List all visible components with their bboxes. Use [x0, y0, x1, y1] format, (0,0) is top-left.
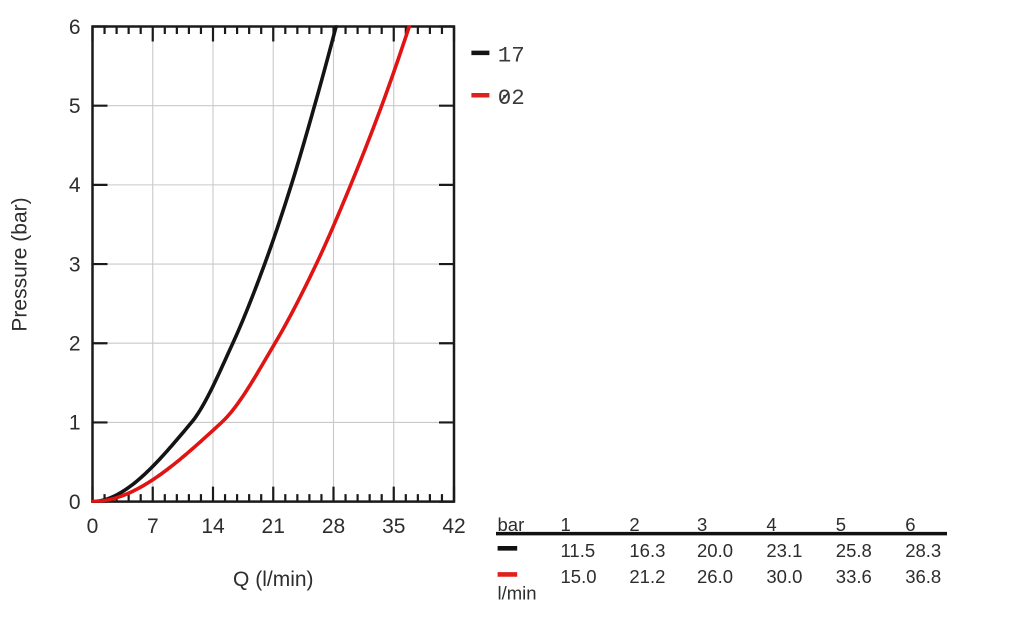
svg-text:15.0: 15.0 — [561, 566, 597, 587]
svg-text:5: 5 — [836, 514, 846, 535]
svg-text:6: 6 — [69, 16, 81, 39]
svg-text:28.3: 28.3 — [905, 540, 941, 561]
svg-text:4: 4 — [766, 514, 776, 535]
svg-text:23.1: 23.1 — [766, 540, 802, 561]
svg-text:Pressure (bar): Pressure (bar) — [9, 197, 32, 331]
svg-text:02: 02 — [498, 85, 525, 111]
svg-text:3: 3 — [697, 514, 707, 535]
svg-text:36.8: 36.8 — [905, 566, 941, 587]
svg-text:1: 1 — [561, 514, 571, 535]
svg-text:6: 6 — [905, 514, 915, 535]
svg-text:0: 0 — [69, 491, 81, 514]
svg-text:21: 21 — [262, 515, 285, 538]
svg-text:1: 1 — [69, 412, 81, 435]
svg-text:3: 3 — [69, 253, 81, 276]
svg-text:30.0: 30.0 — [766, 566, 802, 587]
svg-text:25.8: 25.8 — [836, 540, 872, 561]
svg-text:26.0: 26.0 — [697, 566, 733, 587]
svg-text:bar: bar — [498, 514, 525, 535]
svg-text:4: 4 — [69, 174, 81, 197]
svg-text:16.3: 16.3 — [629, 540, 665, 561]
svg-text:28: 28 — [322, 515, 345, 538]
svg-text:42: 42 — [442, 515, 465, 538]
svg-text:Q (l/min): Q (l/min) — [233, 568, 314, 591]
svg-text:21.2: 21.2 — [629, 566, 665, 587]
svg-text:35: 35 — [382, 515, 405, 538]
svg-text:14: 14 — [201, 515, 225, 538]
svg-text:20.0: 20.0 — [697, 540, 733, 561]
svg-text:7: 7 — [147, 515, 159, 538]
svg-text:0: 0 — [87, 515, 99, 538]
svg-text:33.6: 33.6 — [836, 566, 872, 587]
svg-text:2: 2 — [69, 333, 81, 356]
svg-text:l/min: l/min — [498, 583, 537, 604]
svg-text:2: 2 — [629, 514, 639, 535]
svg-text:11.5: 11.5 — [561, 540, 596, 561]
svg-text:17: 17 — [498, 42, 525, 68]
svg-text:5: 5 — [69, 95, 81, 118]
